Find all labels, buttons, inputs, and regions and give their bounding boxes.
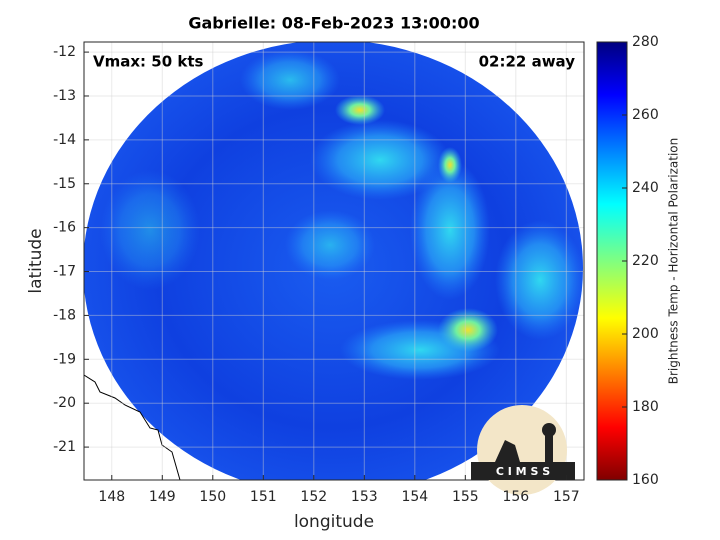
x-tick-label: 156 xyxy=(502,489,529,505)
colorbar-tick-label: 240 xyxy=(632,180,659,196)
y-tick-label: -17 xyxy=(53,264,76,280)
y-tick-label: -19 xyxy=(53,351,76,367)
x-axis-label: longitude xyxy=(294,512,374,532)
y-tick-label: -15 xyxy=(53,176,76,192)
x-tick-label: 151 xyxy=(250,489,277,505)
y-tick-label: -21 xyxy=(53,439,76,455)
y-tick-label: -20 xyxy=(53,395,76,411)
y-tick-label: -16 xyxy=(53,220,76,236)
colorbar-tick-label: 220 xyxy=(632,253,659,269)
cimss-logo: C I M S S xyxy=(471,405,575,495)
x-tick-label: 148 xyxy=(98,489,125,505)
vmax-annotation: Vmax: 50 kts xyxy=(93,53,203,71)
y-tick-label: -14 xyxy=(53,132,76,148)
y-tick-label: -13 xyxy=(53,88,76,104)
x-tick-label: 157 xyxy=(553,489,580,505)
title: Gabrielle: 08-Feb-2023 13:00:00 xyxy=(188,14,479,33)
colorbar-tick-label: 180 xyxy=(632,399,659,415)
colorbar-tick-label: 260 xyxy=(632,107,659,123)
time-annotation: 02:22 away xyxy=(479,53,576,71)
colorbar-tick-label: 160 xyxy=(632,472,659,488)
ticks: 148 149 150 151 152 153 154 155 156 157 -21 -20 -19 -… xyxy=(53,34,659,505)
y-tick-label: -12 xyxy=(53,44,76,60)
plot-frame xyxy=(83,41,585,481)
x-tick-label: 153 xyxy=(351,489,378,505)
x-tick-label: 152 xyxy=(300,489,327,505)
colorbar-label: Brightness Temp - Horizontal Polarizatio… xyxy=(667,138,681,385)
colorbar-tick-label: 280 xyxy=(632,34,659,50)
colorbar-tick-label: 200 xyxy=(632,326,659,342)
x-tick-label: 149 xyxy=(149,489,176,505)
x-tick-label: 155 xyxy=(452,489,479,505)
x-tick-label: 154 xyxy=(401,489,428,505)
x-tick-label: 150 xyxy=(199,489,226,505)
logo-text: C I M S S xyxy=(496,465,550,478)
y-tick-label: -18 xyxy=(53,307,76,323)
grid xyxy=(84,42,584,480)
satellite-image xyxy=(84,42,584,480)
y-axis-label: latitude xyxy=(26,228,46,293)
